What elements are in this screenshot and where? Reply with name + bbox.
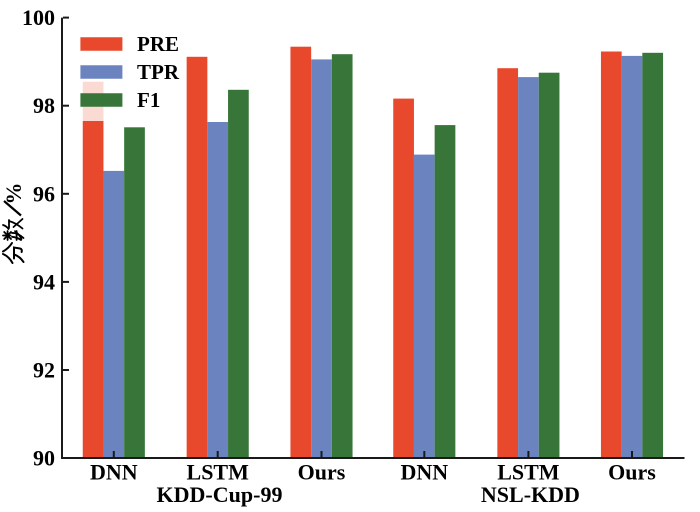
svg-text:90: 90 xyxy=(33,446,55,471)
svg-text:PRE: PRE xyxy=(137,32,179,56)
svg-text:DNN: DNN xyxy=(400,460,448,485)
svg-text:NSL-KDD: NSL-KDD xyxy=(481,482,580,507)
svg-text:TPR: TPR xyxy=(137,60,180,84)
svg-text:100: 100 xyxy=(22,5,55,30)
svg-text:DNN: DNN xyxy=(90,460,138,485)
svg-text:F1: F1 xyxy=(137,88,160,112)
svg-text:LSTM: LSTM xyxy=(187,460,250,485)
svg-text:92: 92 xyxy=(33,358,55,383)
svg-text:%: % xyxy=(1,183,26,205)
svg-text:LSTM: LSTM xyxy=(497,460,560,485)
svg-text:94: 94 xyxy=(33,269,55,294)
svg-text:96: 96 xyxy=(33,181,55,206)
svg-text:Ours: Ours xyxy=(298,460,346,485)
svg-text:KDD-Cup-99: KDD-Cup-99 xyxy=(157,482,283,507)
svg-text:98: 98 xyxy=(33,93,55,118)
svg-text:Ours: Ours xyxy=(608,460,656,485)
